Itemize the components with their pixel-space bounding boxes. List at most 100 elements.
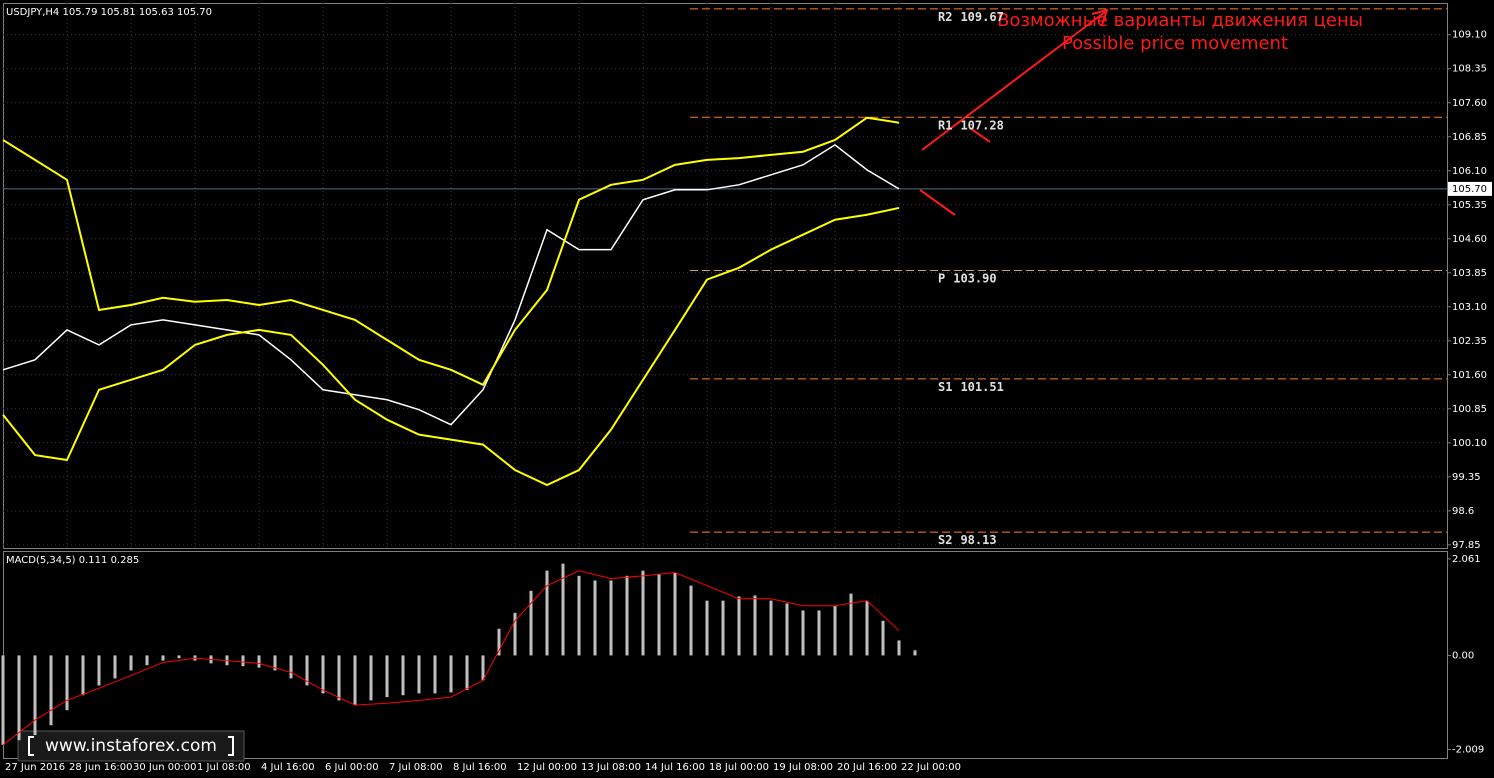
macd-bar [545, 570, 549, 656]
macd-bar [673, 572, 677, 656]
y-tick-label: 100.85 [1452, 404, 1487, 415]
pivot-label: R1 107.28 [938, 118, 1004, 132]
y-tick-label: 107.60 [1452, 98, 1487, 109]
macd-bar [97, 655, 101, 686]
macd-title: MACD(5,34,5) 0.111 0.285 [6, 555, 139, 566]
y-tick-label: 103.85 [1452, 268, 1487, 279]
y-tick-label: 105.35 [1452, 200, 1487, 211]
chart-title: USDJPY,H4 105.79 105.81 105.63 105.70 [6, 7, 212, 18]
macd-bar [497, 628, 501, 656]
y-tick-label: 101.60 [1452, 370, 1487, 381]
series-line [2, 570, 900, 746]
macd-bar [65, 655, 69, 711]
pivot-value: 98.13 [960, 533, 996, 547]
x-tick-label: 22 Jul 00:00 [901, 762, 961, 773]
current-price-box [1448, 181, 1492, 196]
y-tick-label: -2.009 [1452, 745, 1484, 756]
macd-bar [705, 600, 709, 656]
macd-bar [257, 655, 261, 668]
macd-bar [593, 580, 597, 656]
macd-bar [417, 655, 421, 694]
macd-bar [17, 655, 21, 741]
pivot-name: R1 [938, 118, 952, 132]
macd-bar [785, 603, 789, 656]
watermark-box [17, 730, 245, 762]
macd-bar [801, 610, 805, 656]
macd-bar [129, 655, 133, 671]
pivot-name: S1 [938, 379, 952, 393]
current-price-label: 105.70 [1452, 184, 1487, 195]
macd-bar [273, 655, 277, 671]
forecast-arrows [919, 8, 1109, 216]
macd-bar [241, 655, 245, 667]
macd-bar [337, 655, 341, 701]
pivot-label: S1 101.51 [938, 379, 1004, 393]
series-line [2, 206, 900, 487]
x-tick-label: 20 Jul 16:00 [837, 762, 897, 773]
macd-bar [481, 655, 485, 681]
macd-bar [833, 605, 837, 656]
x-tick-label: 12 Jul 00:00 [517, 762, 577, 773]
x-tick-label: 1 Jul 08:00 [197, 762, 251, 773]
macd-bar [385, 655, 389, 698]
pivot-label: R2 109.67 [938, 9, 1004, 23]
x-tick-label: 7 Jul 08:00 [389, 762, 443, 773]
arrow-head [1091, 8, 1109, 26]
macd-bar [113, 655, 117, 679]
macd-bar [737, 596, 741, 656]
macd-bar [609, 580, 613, 656]
x-tick-label: 30 Jun 00:00 [133, 762, 197, 773]
macd-bar [161, 655, 165, 661]
macd-bar [689, 585, 693, 656]
arrow-up [921, 11, 1106, 151]
macd-bar [865, 600, 869, 656]
macd-bar [305, 655, 309, 686]
x-tick-label: 28 Jun 16:00 [69, 762, 133, 773]
macd-bar [33, 655, 37, 736]
y-tick-label: 99.35 [1452, 472, 1481, 483]
pivot-label: S2 98.13 [938, 533, 997, 547]
macd-bar [625, 575, 629, 656]
pivot-value: 101.51 [960, 379, 1003, 393]
macd-bar [145, 655, 149, 666]
x-tick-label: 8 Jul 16:00 [453, 762, 507, 773]
pivot-name: S2 [938, 533, 952, 547]
pivot-label: P 103.90 [938, 271, 997, 285]
macd-bar [401, 655, 405, 696]
y-tick-label: 97.85 [1452, 540, 1481, 551]
macd-bar [1, 655, 5, 745]
macd-bar [657, 573, 661, 656]
macd-bar [753, 595, 757, 656]
macd-bar [513, 612, 517, 656]
pivot-name: P [938, 271, 945, 285]
macd-bar [817, 610, 821, 656]
series-line [2, 116, 900, 387]
watermark-brackets [28, 736, 234, 756]
macd-bar [577, 575, 581, 656]
macd-bar [433, 655, 437, 694]
pivot-value: 109.67 [960, 9, 1003, 23]
macd-bar [881, 620, 885, 656]
y-tick-label: 102.35 [1452, 336, 1487, 347]
pivot-value: 107.28 [960, 118, 1003, 132]
y-tick-label: 98.6 [1452, 506, 1474, 517]
y-tick-label: 104.60 [1452, 234, 1487, 245]
series-line [2, 144, 900, 426]
macd-bar [721, 600, 725, 656]
annotation: Возможные варианты движения цены [997, 10, 1363, 31]
y-tick-label: 106.85 [1452, 132, 1487, 143]
pivot-name: R2 [938, 9, 952, 23]
y-tick-label: 106.10 [1452, 166, 1487, 177]
y-tick-label: 100.10 [1452, 438, 1487, 449]
macd-bar [641, 570, 645, 656]
arrow-down [919, 189, 956, 216]
x-tick-label: 13 Jul 08:00 [581, 762, 641, 773]
macd-bar [49, 655, 53, 726]
macd-bar [913, 650, 917, 656]
y-tick-label: 108.35 [1452, 64, 1487, 75]
macd-bar [769, 600, 773, 656]
x-tick-label: 4 Jul 16:00 [261, 762, 315, 773]
macd-bar [449, 655, 453, 693]
